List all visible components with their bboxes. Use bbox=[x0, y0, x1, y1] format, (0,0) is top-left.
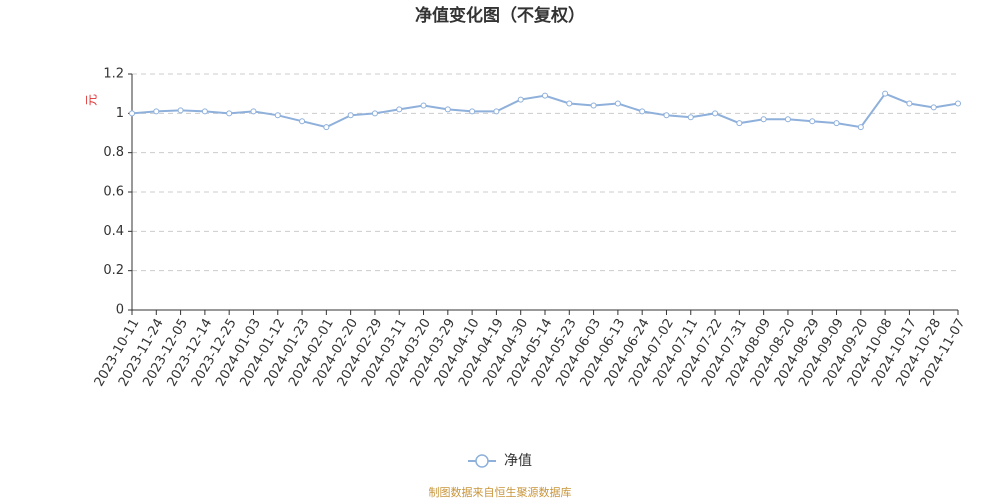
point bbox=[250, 108, 257, 115]
legend-label: 净值 bbox=[504, 453, 532, 469]
point bbox=[371, 110, 378, 117]
point bbox=[566, 100, 573, 107]
y-tick-label: 0.4 bbox=[103, 224, 124, 239]
point bbox=[906, 100, 913, 107]
y-tick-label: 0 bbox=[116, 303, 124, 318]
point bbox=[712, 110, 719, 117]
point bbox=[760, 116, 767, 123]
point bbox=[882, 90, 889, 97]
y-axis-label: 元 bbox=[85, 94, 99, 106]
point bbox=[930, 104, 937, 111]
point bbox=[687, 114, 694, 121]
point bbox=[784, 116, 791, 123]
point bbox=[469, 108, 476, 115]
chart-title: 净值变化图（不复权） bbox=[415, 5, 585, 26]
point bbox=[809, 118, 816, 125]
point bbox=[590, 102, 597, 109]
point bbox=[226, 110, 233, 117]
point bbox=[444, 106, 451, 113]
point bbox=[639, 108, 646, 115]
point bbox=[396, 106, 403, 113]
y-tick-label: 1 bbox=[116, 106, 124, 121]
point bbox=[153, 108, 160, 115]
point bbox=[833, 120, 840, 127]
point bbox=[663, 112, 670, 119]
point bbox=[614, 100, 621, 107]
point bbox=[542, 92, 548, 99]
y-tick-label: 0.6 bbox=[103, 185, 124, 200]
point bbox=[493, 108, 500, 115]
point bbox=[201, 108, 208, 115]
point bbox=[857, 124, 864, 131]
point bbox=[955, 100, 961, 107]
point bbox=[299, 118, 306, 125]
y-tick-label: 0.8 bbox=[103, 145, 124, 160]
legend-marker bbox=[475, 454, 489, 468]
y-tick-label: 1.2 bbox=[103, 67, 124, 82]
point bbox=[517, 96, 524, 103]
y-tick-label: 0.2 bbox=[103, 263, 124, 278]
point bbox=[420, 102, 427, 109]
point bbox=[323, 124, 330, 131]
point bbox=[347, 112, 354, 119]
point bbox=[129, 110, 135, 117]
point bbox=[736, 120, 743, 127]
point bbox=[274, 112, 281, 119]
source: 制图数据来自恒生聚源数据库 bbox=[429, 485, 572, 499]
point bbox=[177, 107, 184, 114]
